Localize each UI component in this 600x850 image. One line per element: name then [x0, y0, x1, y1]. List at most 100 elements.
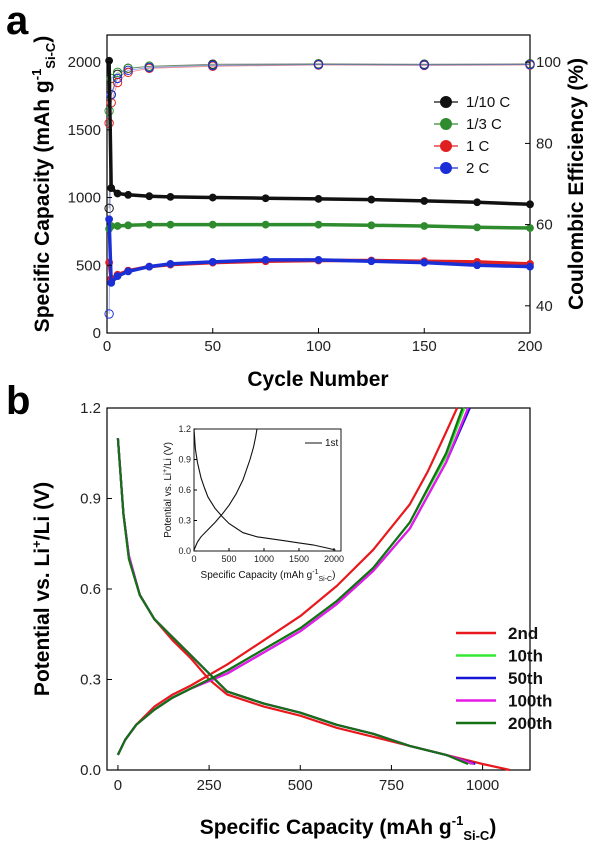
panel-b-x-tick-label: 250	[197, 777, 222, 794]
capacity-point-2-c	[113, 272, 122, 281]
panel-b-x-tick-label: 500	[288, 777, 313, 794]
panel-b-y-ticks: 0.0 0.3 0.6 0.9 1.2	[80, 400, 112, 779]
inset-y-label-main: Potential vs. Li	[163, 473, 174, 538]
inset-x-tick-label: 500	[221, 554, 236, 564]
capacity-point-1-10-c	[261, 194, 270, 203]
panel-a-x-tick-label: 150	[412, 338, 437, 355]
inset-x-tick-label: 1000	[254, 554, 274, 564]
inset-y-tick-label: 0.9	[178, 455, 191, 465]
panel-b-x-tick-label: 1000	[466, 777, 499, 794]
efficiency-line-1-3-c	[108, 63, 531, 111]
legend-marker	[440, 96, 452, 108]
inset-discharge-curve	[193, 428, 336, 551]
inset-chart: 0 500 1000 1500 2000 0.0 0.3 0.6 0.9 1.2 Specifi…	[162, 424, 344, 583]
inset-x-label-main: Specific Capacity (mAh g	[201, 570, 313, 581]
panel-a-x-ticks: 0 50 100 150 200	[103, 328, 543, 355]
inset-charge-curve	[193, 428, 258, 551]
panel-a-x-axis-label: Cycle Number	[247, 368, 388, 391]
legend-marker	[440, 118, 452, 130]
panel-b-y-tick-label: 1.2	[80, 400, 101, 417]
panel-a-y2-tick-label: 40	[536, 298, 553, 315]
panel-a-y2-ticks: 40 60 80 100	[525, 54, 561, 315]
inset-legend-label: 1st	[325, 438, 339, 449]
capacity-point-1-10-c	[473, 198, 482, 207]
panel-b-label: b	[6, 379, 30, 423]
inset-y-ticks: 0.0 0.3 0.6 0.9 1.2	[178, 424, 197, 556]
inset-x-label-sub: Si-C	[318, 576, 332, 583]
efficiency-line-1-10-c	[108, 63, 531, 209]
panel-b-y-tick-label: 0.3	[80, 672, 101, 689]
inset-x-ticks: 0 500 1000 1500 2000	[191, 548, 344, 564]
capacity-point-1-3-c	[420, 222, 429, 230]
efficiency-line-2-c	[108, 64, 531, 314]
panel-a-y2-axis-label: Coulombic Efficiency (%)	[565, 58, 588, 310]
legend-label: 100th	[508, 692, 552, 711]
legend-label: 2 C	[466, 160, 490, 177]
capacity-point-2-c	[145, 262, 154, 271]
panel-a-y2-tick-label: 100	[536, 54, 561, 71]
panel-a-y2-tick-label: 60	[536, 217, 553, 234]
panel-b-y-label-rest: /Li (V)	[31, 482, 54, 540]
capacity-point-1-10-c	[124, 190, 133, 199]
legend-label: 10th	[508, 647, 543, 666]
efficiency-line-1-c	[108, 64, 531, 124]
capacity-point-2-c	[107, 278, 116, 287]
capacity-point-1-3-c	[208, 220, 217, 229]
capacity-point-1-10-c	[166, 192, 175, 201]
capacity-point-1-10-c	[145, 192, 154, 201]
capacity-point-2-c	[473, 261, 482, 270]
inset-y-label-sup: +	[162, 469, 169, 473]
legend-label: 2nd	[508, 624, 538, 643]
capacity-point-1-10-c	[105, 56, 114, 65]
capacity-point-2-c	[105, 215, 114, 224]
panel-a-marks	[104, 56, 535, 319]
capacity-point-1-10-c	[107, 184, 116, 192]
inset-y-tick-label: 0.3	[178, 516, 191, 526]
inset-x-label-sup: -1	[312, 569, 318, 576]
efficiency-point-2-c	[112, 73, 123, 84]
panel-a-label: a	[6, 0, 29, 43]
legend-label: 1 C	[466, 138, 490, 155]
inset-x-tick-label: 0	[191, 554, 196, 564]
efficiency-point-2-c	[313, 59, 324, 70]
discharge-curve-200th	[116, 438, 469, 766]
capacity-point-2-c	[526, 262, 534, 271]
inset-marks	[193, 428, 336, 551]
capacity-point-1-3-c	[166, 220, 175, 229]
capacity-point-1-3-c	[113, 222, 122, 230]
panel-a-y-tick-label: 1000	[68, 190, 101, 207]
legend-marker	[440, 162, 452, 174]
legend-label: 1/3 C	[466, 116, 502, 133]
panel-a-y-label-close: )	[31, 36, 54, 43]
inset-legend: 1st	[305, 438, 339, 449]
panel-b-x-tick-label: 0	[114, 777, 122, 794]
inset-y-tick-label: 0.6	[178, 485, 191, 495]
capacity-point-1-3-c	[526, 224, 534, 232]
efficiency-point-1-3-c	[112, 67, 123, 78]
panel-a-legend: 1/10 C 1/3 C 1 C 2 C	[434, 94, 510, 177]
capacity-point-2-c	[420, 258, 429, 267]
panel-b-y-tick-label: 0.0	[80, 762, 101, 779]
efficiency-point-2-c	[123, 65, 133, 76]
panel-a-y-tick-label: 0	[93, 325, 101, 342]
efficiency-point-2-c	[104, 309, 114, 319]
inset-y-label-rest: /Li (V)	[163, 442, 174, 469]
inset-y-axis-label: Potential vs. Li+/Li (V)	[162, 442, 174, 538]
legend-label: 200th	[508, 714, 552, 733]
panel-a-y-ticks: 0 500 1000 1500 2000	[68, 54, 112, 342]
capacity-point-1-3-c	[124, 221, 133, 230]
panel-b-x-tick-label: 750	[379, 777, 404, 794]
capacity-point-2-c	[314, 255, 323, 264]
inset-plot-frame	[193, 428, 342, 552]
panel-a-x-tick-label: 100	[306, 338, 331, 355]
efficiency-point-2-c	[525, 59, 535, 70]
capacity-point-1-10-c	[113, 189, 122, 198]
legend-label: 50th	[508, 669, 543, 688]
capacity-point-2-c	[208, 257, 217, 266]
capacity-point-1-10-c	[367, 195, 376, 204]
panel-b-legend: 2nd 10th 50th 100th 200th	[456, 624, 552, 733]
panel-a: a 0 50 100 150 200 0 500 1000 1500 2000 40 60 80 10…	[6, 0, 588, 391]
efficiency-point-2-c	[208, 60, 218, 71]
capacity-point-1-10-c	[526, 200, 534, 209]
